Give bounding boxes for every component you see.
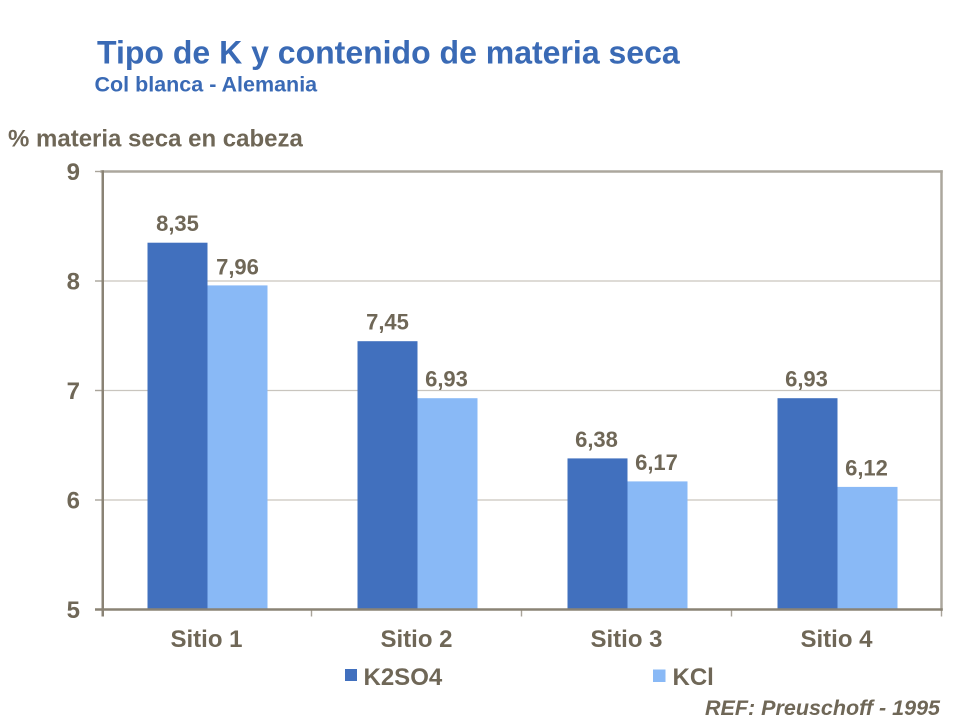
svg-text:Sitio 4: Sitio 4 [800, 626, 873, 653]
svg-text:6,17: 6,17 [635, 450, 678, 475]
svg-text:8: 8 [67, 269, 80, 296]
svg-text:7,96: 7,96 [216, 255, 259, 280]
svg-text:% materia seca en cabeza: % materia seca en cabeza [8, 126, 303, 153]
svg-text:Col blanca - Alemania: Col blanca - Alemania [95, 73, 319, 97]
svg-text:KCl: KCl [673, 664, 714, 691]
svg-text:6,93: 6,93 [785, 367, 828, 392]
svg-text:K2SO4: K2SO4 [364, 664, 443, 691]
svg-text:8,35: 8,35 [156, 211, 199, 236]
svg-text:Tipo de K y contenido de mater: Tipo de K y contenido de materia seca [97, 35, 680, 71]
svg-text:Sitio 1: Sitio 1 [170, 626, 242, 653]
svg-text:7: 7 [67, 378, 80, 405]
svg-text:Sitio 3: Sitio 3 [590, 626, 662, 653]
svg-text:9: 9 [67, 159, 80, 186]
svg-text:REF: Preuschoff - 1995: REF: Preuschoff - 1995 [705, 696, 941, 720]
svg-text:Sitio 2: Sitio 2 [380, 626, 452, 653]
svg-text:5: 5 [67, 597, 80, 624]
svg-text:6: 6 [67, 488, 80, 515]
svg-text:6,38: 6,38 [575, 427, 618, 452]
svg-text:6,12: 6,12 [845, 455, 888, 480]
svg-text:6,93: 6,93 [425, 367, 468, 392]
svg-text:7,45: 7,45 [366, 310, 409, 335]
